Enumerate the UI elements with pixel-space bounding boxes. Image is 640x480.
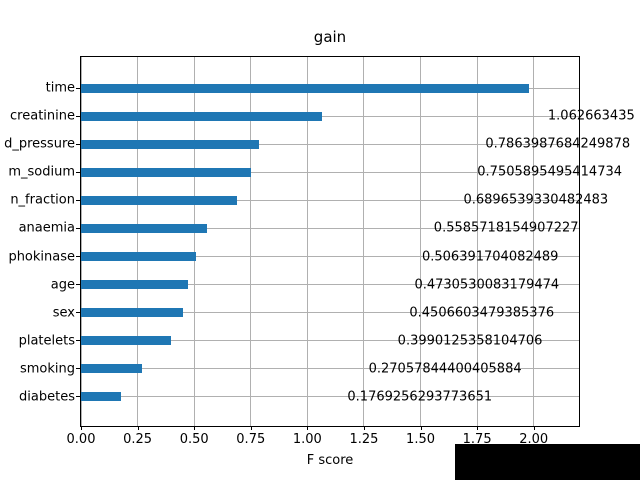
x-tick-label: 0.75	[236, 432, 266, 447]
bar-value-label: 0.6896539330482483	[463, 192, 609, 208]
y-gridline	[81, 256, 579, 258]
y-tick-label: sex	[52, 305, 75, 321]
x-tick-mark	[137, 426, 139, 430]
y-tick-label: age	[50, 277, 75, 293]
y-tick-mark	[76, 115, 80, 117]
x-tick-label: 1.75	[462, 432, 492, 447]
y-tick-label: n_fraction	[10, 192, 75, 208]
x-gridline	[250, 57, 252, 426]
y-tick-mark	[76, 368, 80, 370]
x-tick-mark	[307, 426, 309, 430]
importance-bar	[81, 364, 143, 374]
y-tick-label: phokinase	[8, 249, 75, 265]
y-gridline	[81, 396, 579, 398]
y-tick-label: m_sodium	[8, 164, 75, 180]
x-tick-mark	[250, 426, 252, 430]
x-tick-label: 0.00	[66, 432, 96, 447]
importance-bar	[81, 336, 172, 346]
y-gridline	[81, 115, 579, 117]
y-tick-mark	[76, 284, 80, 286]
y-tick-mark	[76, 227, 80, 229]
plot-area	[80, 56, 580, 427]
y-gridline	[81, 312, 579, 314]
x-tick-mark	[363, 426, 365, 430]
x-gridline	[420, 57, 422, 426]
importance-bar	[81, 223, 208, 233]
y-gridline	[81, 284, 579, 286]
importance-bar	[81, 280, 189, 290]
x-tick-label: 2.00	[519, 432, 549, 447]
y-tick-mark	[76, 171, 80, 173]
bar-value-label: 0.27057844400405884	[368, 361, 522, 377]
importance-bar	[81, 111, 322, 121]
y-tick-label: time	[45, 80, 75, 96]
y-gridline	[81, 143, 579, 145]
importance-bar	[81, 139, 259, 149]
x-tick-label: 1.50	[406, 432, 436, 447]
bar-value-label: 0.1769256293773651	[347, 389, 493, 405]
importance-bar	[81, 308, 183, 318]
y-tick-label: smoking	[19, 361, 75, 377]
black-overlay-rectangle	[455, 444, 640, 480]
y-tick-mark	[76, 340, 80, 342]
x-tick-mark	[194, 426, 196, 430]
x-gridline	[363, 57, 365, 426]
x-gridline	[306, 57, 308, 426]
bar-value-label: 0.506391704082489	[421, 249, 559, 265]
y-tick-mark	[76, 256, 80, 258]
y-tick-mark	[76, 143, 80, 145]
bar-value-label: 0.4730530083179474	[414, 277, 560, 293]
y-tick-mark	[76, 312, 80, 314]
y-tick-mark	[76, 396, 80, 398]
x-gridline	[476, 57, 478, 426]
x-gridline	[137, 57, 139, 426]
importance-bar	[81, 195, 238, 205]
y-gridline	[81, 340, 579, 342]
x-axis-label: F score	[306, 453, 354, 468]
y-gridline	[81, 368, 579, 370]
x-tick-mark	[533, 426, 535, 430]
x-tick-label: 1.00	[292, 432, 322, 447]
x-tick-mark	[477, 426, 479, 430]
importance-bar	[81, 392, 122, 402]
bar-value-label: 0.7505895495414734	[477, 164, 623, 180]
bar-value-label: 0.5585718154907227	[433, 220, 579, 236]
bar-value-label: 0.7863987684249878	[485, 136, 631, 152]
y-gridline	[81, 227, 579, 229]
y-tick-label: creatinine	[10, 108, 75, 124]
importance-bar	[81, 252, 196, 262]
bar-value-label: 1.062663435	[547, 108, 635, 124]
y-tick-label: anaemia	[18, 220, 75, 236]
x-gridline	[533, 57, 535, 426]
x-tick-label: 0.50	[179, 432, 209, 447]
x-tick-label: 0.25	[123, 432, 153, 447]
x-gridline	[80, 57, 82, 426]
y-tick-mark	[76, 199, 80, 201]
y-tick-label: d_pressure	[4, 136, 75, 152]
bar-value-label: 0.3990125358104706	[397, 333, 543, 349]
chart-title: gain	[313, 28, 347, 46]
importance-bar	[81, 167, 251, 177]
y-tick-label: diabetes	[19, 389, 75, 405]
y-tick-label: platelets	[18, 333, 75, 349]
x-tick-mark	[81, 426, 82, 430]
y-tick-mark	[76, 87, 80, 89]
x-tick-label: 1.25	[349, 432, 379, 447]
bar-value-label: 0.4506603479385376	[409, 305, 555, 321]
x-gridline	[193, 57, 195, 426]
y-gridline	[81, 171, 579, 173]
x-tick-mark	[420, 426, 422, 430]
y-gridline	[81, 199, 579, 201]
importance-bar	[81, 83, 530, 93]
